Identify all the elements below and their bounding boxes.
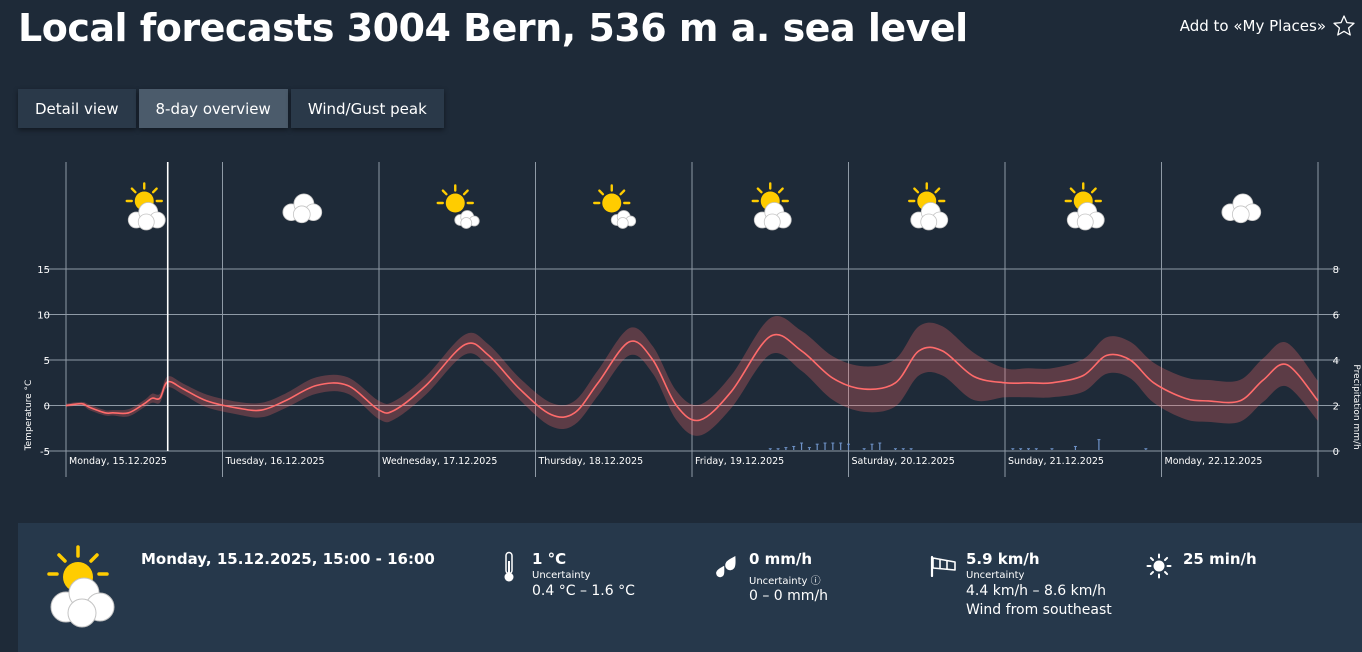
tab-8-day-overview[interactable]: 8-day overview xyxy=(138,89,288,128)
y-axis-label: Temperature °C xyxy=(24,380,34,452)
y-tick-label: -5 xyxy=(40,447,50,458)
add-to-my-places-label: Add to «My Places» xyxy=(1179,17,1326,35)
y-tick-label: 15 xyxy=(37,265,50,276)
wind-uncertainty-label: Uncertainty xyxy=(966,570,1025,581)
sun-cloud-icon xyxy=(125,182,166,231)
hour-detail-panel: Monday, 15.12.2025, 15:00 - 16:00 1 °C U… xyxy=(18,523,1362,652)
sun-cloud-icon xyxy=(908,182,949,231)
day-label: Friday, 19.12.2025 xyxy=(695,456,784,467)
y2-tick-label: 4 xyxy=(1333,356,1339,367)
raindrops-icon xyxy=(716,556,736,578)
star-icon xyxy=(1333,15,1355,36)
temperature-line xyxy=(65,333,1319,422)
y2-tick-label: 8 xyxy=(1333,265,1339,276)
temperature-range: 0.4 °C – 1.6 °C xyxy=(532,583,635,599)
wind-direction: Wind from southeast xyxy=(966,602,1112,618)
windsock-icon-wrap xyxy=(930,555,958,581)
temperature-uncertainty-band xyxy=(66,315,1318,436)
sun-cloud-icon xyxy=(47,545,115,628)
wind-range: 4.4 km/h – 8.6 km/h xyxy=(966,583,1106,599)
detail-weather-icon xyxy=(38,543,122,633)
sun-small-cloud-icon xyxy=(436,184,480,229)
rain-icon-wrap xyxy=(712,553,738,583)
day-label: Wednesday, 17.12.2025 xyxy=(382,456,497,467)
tab-detail-view[interactable]: Detail view xyxy=(18,89,136,128)
tab-wind-gust-peak[interactable]: Wind/Gust peak xyxy=(290,89,444,128)
wind-value: 5.9 km/h xyxy=(966,550,1040,568)
sun-cloud-icon xyxy=(751,182,792,231)
precipitation-value: 0 mm/h xyxy=(749,550,813,568)
page-title: Local forecasts 3004 Bern, 536 m a. sea … xyxy=(18,6,968,50)
sun-icon xyxy=(1146,553,1172,579)
forecast-chart[interactable]: 15 8 10 6 5 4 0 2 -5 0 Monday, 15.12.2025 Tuesday, … xyxy=(0,155,1362,485)
precipitation-range: 0 – 0 mm/h xyxy=(749,588,829,604)
sun-icon-wrap xyxy=(1146,553,1172,583)
sunshine-value: 25 min/h xyxy=(1183,550,1257,568)
temperature-value: 1 °C xyxy=(532,550,567,568)
y2-axis-label: Precipitation mm/h xyxy=(1351,364,1361,449)
precipitation-uncertainty-label[interactable]: Uncertainty ⓘ xyxy=(749,576,821,587)
cloud-icon xyxy=(1221,193,1262,224)
temperature-uncertainty-label: Uncertainty xyxy=(532,570,591,581)
view-tabs: Detail view 8-day overview Wind/Gust pea… xyxy=(18,89,444,128)
day-label: Saturday, 20.12.2025 xyxy=(852,456,955,467)
sun-cloud-icon xyxy=(1064,182,1105,231)
detail-date-time: Monday, 15.12.2025, 15:00 - 16:00 xyxy=(141,550,435,568)
sun-small-cloud-icon xyxy=(593,184,637,229)
day-label: Monday, 15.12.2025 xyxy=(69,456,167,467)
day-label: Monday, 22.12.2025 xyxy=(1165,456,1263,467)
y-tick-label: 0 xyxy=(44,402,50,413)
cloud-icon xyxy=(282,193,323,224)
y-tick-label: 10 xyxy=(37,311,50,322)
day-label: Thursday, 18.12.2025 xyxy=(538,456,644,467)
add-to-my-places-button[interactable]: Add to «My Places» xyxy=(1180,14,1356,38)
y2-tick-label: 6 xyxy=(1333,311,1339,322)
thermometer-icon xyxy=(504,551,514,582)
y2-tick-label: 2 xyxy=(1333,402,1339,413)
y-tick-label: 5 xyxy=(44,356,50,367)
windsock-icon xyxy=(930,555,956,578)
day-label: Sunday, 21.12.2025 xyxy=(1008,456,1104,467)
y2-tick-label: 0 xyxy=(1333,447,1339,458)
thermometer-icon-wrap xyxy=(502,551,516,587)
day-label: Tuesday, 16.12.2025 xyxy=(225,456,325,467)
